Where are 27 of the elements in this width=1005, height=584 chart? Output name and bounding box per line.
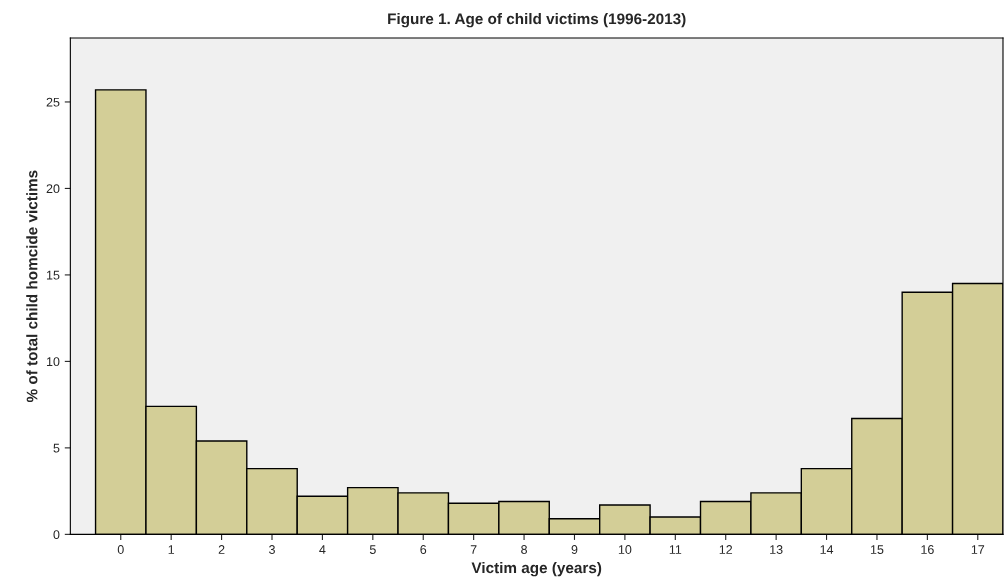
- x-tick-label: 15: [870, 545, 884, 554]
- y-tick-label: 15: [46, 270, 60, 280]
- x-tick-label: 10: [618, 545, 632, 554]
- y-tick-label: 25: [46, 97, 60, 107]
- x-tick-label: 8: [521, 545, 527, 554]
- x-tick-label: 4: [319, 545, 326, 554]
- x-tick-label: 0: [117, 545, 124, 554]
- chart-title: Figure 1. Age of child victims (1996-2013): [388, 13, 686, 28]
- x-tick-label: 9: [571, 545, 578, 554]
- x-tick-label: 7: [470, 545, 477, 554]
- x-tick-label: 3: [269, 545, 275, 554]
- x-tick-label: 16: [921, 545, 934, 554]
- y-tick-label: 10: [46, 357, 60, 367]
- x-tick-label: 17: [971, 545, 985, 554]
- x-tick-label: 14: [820, 545, 834, 554]
- x-tick-label: 1: [168, 545, 175, 554]
- y-tick-label: 0: [53, 530, 60, 540]
- x-tick-label: 5: [369, 545, 376, 554]
- x-tick-label: 12: [719, 545, 733, 554]
- y-axis-title: % of total child homcide victims: [26, 170, 38, 403]
- y-tick-label: 5: [53, 443, 60, 453]
- x-axis-title: Victim age (years): [471, 561, 602, 577]
- y-tick-label: 20: [46, 184, 60, 194]
- x-tick-label: 11: [669, 545, 682, 554]
- x-tick-label: 6: [420, 545, 427, 554]
- x-tick-label: 13: [770, 545, 783, 554]
- x-tick-label: 2: [218, 545, 225, 554]
